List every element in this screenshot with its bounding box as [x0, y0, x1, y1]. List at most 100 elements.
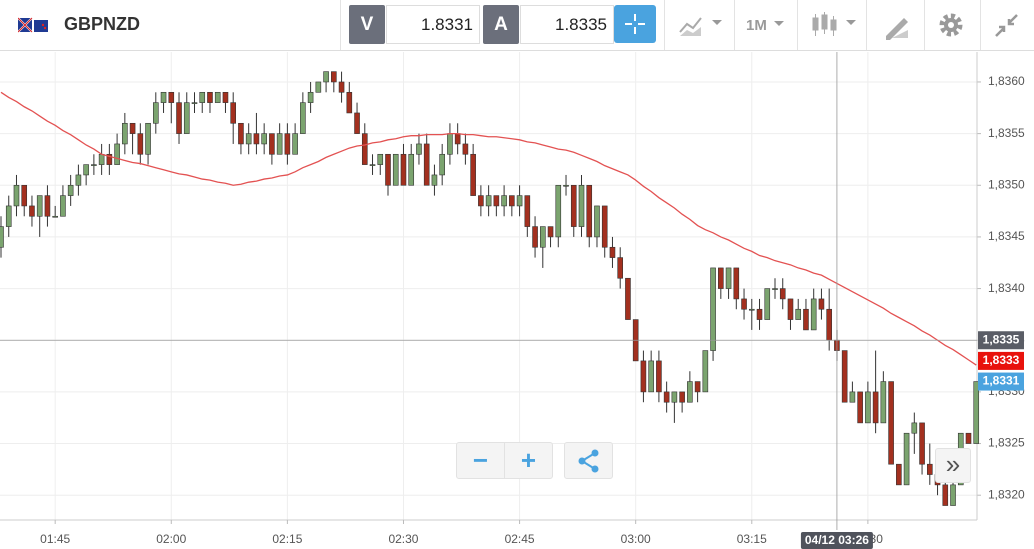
candle-body [400, 153, 407, 186]
timeframe[interactable]: 1M [746, 17, 767, 34]
candle-body [880, 381, 887, 424]
candle-body [5, 205, 12, 227]
candle-body [439, 153, 445, 176]
scroll-right[interactable]: » [935, 448, 971, 483]
candle-body [509, 195, 515, 207]
candle-body [803, 308, 809, 331]
candle-body [795, 308, 802, 320]
separator [664, 0, 665, 50]
candle-body [555, 184, 562, 238]
candle-body [733, 267, 740, 300]
candle-body [609, 246, 616, 258]
candle-body [369, 164, 376, 166]
bid-price[interactable]: 1.8331 [386, 5, 480, 44]
flag-icon [18, 17, 48, 33]
y-tick-label: 1,8360 [988, 74, 1025, 88]
candle-body [323, 71, 329, 83]
candle-body [423, 143, 430, 186]
candle-body [284, 133, 291, 155]
candle-body [663, 391, 670, 403]
candle-body [640, 360, 647, 393]
zoom-out[interactable]: − [457, 443, 505, 478]
crosshair-time-label: 04/12 03:26 [805, 533, 869, 547]
candle-body [137, 133, 144, 155]
candle-body [485, 195, 492, 207]
x-tick-label: 02:15 [272, 532, 302, 546]
candle-body [44, 195, 51, 217]
y-tick-label: 1,8355 [988, 126, 1025, 140]
candle-body [454, 133, 461, 145]
draw-button[interactable] [882, 0, 912, 50]
crosshair-time-box [800, 532, 873, 549]
candle-body [818, 298, 825, 310]
candle-body [122, 122, 128, 145]
candle-body [60, 195, 66, 217]
candle-body [656, 360, 662, 393]
candle-body [849, 391, 856, 403]
candle-body [276, 133, 283, 155]
bid-label[interactable]: V [349, 5, 385, 44]
candle-body [75, 174, 82, 186]
ask-price[interactable]: 1.8335 [520, 5, 614, 44]
candle-body [865, 391, 871, 424]
candle-body [617, 257, 624, 279]
candle-body [114, 143, 120, 165]
candle-body [942, 484, 949, 506]
share-button[interactable] [564, 442, 613, 479]
separator [924, 0, 925, 50]
symbol[interactable]: GBPNZD [64, 14, 140, 34]
y-tick-label: 1,8345 [988, 229, 1025, 243]
settings-button[interactable] [937, 0, 967, 50]
candle-body [570, 184, 577, 227]
collapse-button[interactable] [992, 0, 1022, 50]
candle-body [392, 153, 399, 186]
x-tick-label: 03:15 [737, 532, 767, 546]
crosshair-button[interactable] [614, 5, 656, 43]
price-label: 1,8331 [983, 374, 1020, 388]
candle-body [702, 350, 709, 393]
candle-body [13, 184, 20, 207]
candle-body [207, 91, 213, 103]
candle-body [841, 350, 848, 403]
candle-body [431, 174, 438, 186]
candle-body [748, 308, 755, 311]
candle-body [67, 184, 74, 196]
candle-body [787, 298, 794, 320]
timeframe-caret[interactable] [772, 0, 786, 50]
separator [734, 0, 735, 50]
candle-body [756, 308, 763, 320]
candle-body [810, 298, 817, 331]
candle-body [416, 143, 422, 155]
candle-body [238, 122, 244, 145]
candle-body [307, 91, 314, 103]
candle-body [168, 91, 175, 103]
candle-body [725, 267, 732, 289]
ask-label[interactable]: A [483, 5, 519, 44]
candle-body [501, 195, 507, 207]
separator [980, 0, 981, 50]
candle-body [741, 298, 747, 310]
candle-body [292, 133, 298, 155]
candle-body [872, 391, 879, 424]
candle-body [694, 381, 701, 393]
candle-body [826, 308, 832, 341]
candle-body [160, 91, 167, 103]
moving-average [0, 91, 977, 366]
zoom-in[interactable]: + [520, 445, 537, 475]
candle-body [532, 226, 538, 248]
candle-body [408, 153, 415, 186]
candle-body [230, 102, 236, 124]
candle-body [0, 226, 4, 248]
candle-body [145, 122, 151, 155]
candle-body [315, 81, 322, 93]
candle-body [965, 432, 972, 444]
candle-body [331, 71, 337, 83]
candle-button[interactable] [810, 0, 860, 50]
chart-type-button[interactable] [676, 0, 726, 50]
candle-body [98, 153, 105, 165]
separator [866, 0, 867, 50]
candle-body [671, 391, 678, 403]
candle-body [478, 195, 484, 207]
